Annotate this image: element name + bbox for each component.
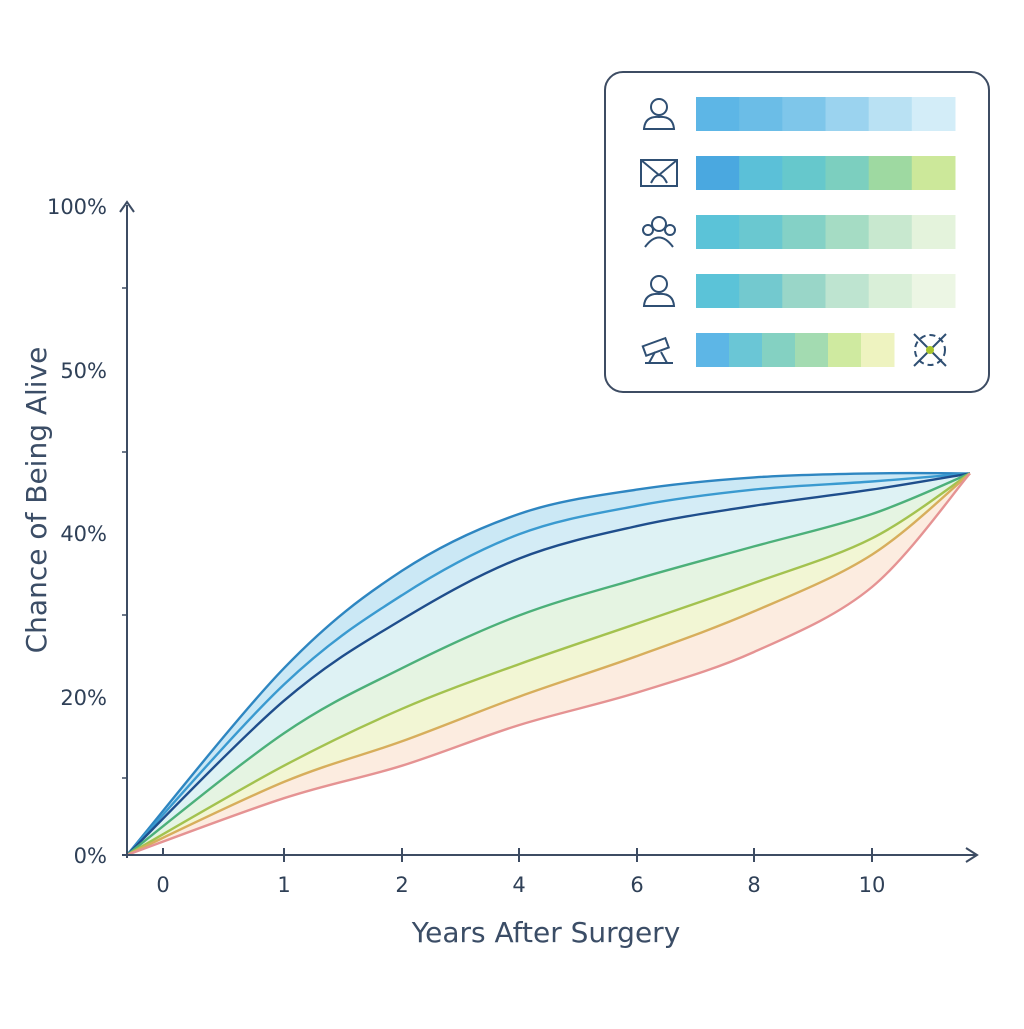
y-tick-label: 100% bbox=[47, 195, 107, 219]
legend-swatch bbox=[729, 333, 763, 367]
x-axis-title: Years After Surgery bbox=[411, 916, 681, 949]
legend-swatch bbox=[868, 215, 913, 249]
legend-swatch bbox=[739, 215, 783, 249]
legend-swatch bbox=[782, 215, 826, 249]
legend-swatch bbox=[911, 215, 956, 249]
legend-swatch bbox=[825, 97, 870, 131]
y-axis-title: Chance of Being Alive bbox=[20, 347, 53, 654]
series-line-2 bbox=[126, 472, 971, 856]
axes bbox=[119, 200, 979, 863]
legend-swatch bbox=[911, 97, 956, 131]
legend-swatch bbox=[782, 97, 826, 131]
person-icon bbox=[642, 98, 676, 130]
legend-swatch bbox=[795, 333, 829, 367]
area-band-4 bbox=[127, 473, 970, 855]
legend-swatch bbox=[696, 97, 740, 131]
legend-swatch bbox=[696, 333, 730, 367]
telescope-icon bbox=[641, 336, 673, 364]
y-tick-label: 20% bbox=[60, 686, 107, 710]
legend-row-4 bbox=[642, 274, 956, 308]
area-band-6 bbox=[127, 473, 970, 855]
y-tick-label: 0% bbox=[74, 844, 107, 868]
crosshair-icon bbox=[913, 333, 947, 367]
x-tick-label: 2 bbox=[395, 873, 408, 897]
legend-swatch bbox=[782, 156, 826, 190]
legend-swatch bbox=[782, 274, 826, 308]
x-axis-arrow-icon bbox=[965, 847, 979, 863]
band-fills bbox=[127, 473, 970, 855]
legend-swatch bbox=[696, 215, 740, 249]
legend-swatch bbox=[762, 333, 796, 367]
x-tick-label: 6 bbox=[630, 873, 643, 897]
axis-ticks: 0% 20% 40% 50% 100% 0 1 2 4 6 8 10 bbox=[47, 195, 885, 897]
legend-swatch bbox=[861, 333, 895, 367]
legend-row-1 bbox=[642, 97, 956, 131]
y-tick-label: 40% bbox=[60, 522, 107, 546]
legend-swatch bbox=[825, 156, 870, 190]
envelope-icon bbox=[640, 159, 678, 187]
series-line-7 bbox=[126, 472, 971, 857]
legend-swatch bbox=[696, 156, 740, 190]
series-line-5 bbox=[126, 472, 971, 857]
legend-swatch bbox=[868, 274, 913, 308]
legend-swatch bbox=[696, 274, 740, 308]
legend-swatch bbox=[828, 333, 862, 367]
area-band-1 bbox=[127, 473, 970, 855]
legend-swatch bbox=[868, 97, 913, 131]
legend bbox=[604, 71, 990, 393]
group-icon bbox=[642, 216, 676, 248]
x-tick-label: 1 bbox=[277, 873, 290, 897]
legend-swatch bbox=[739, 156, 783, 190]
series-line-3 bbox=[126, 472, 971, 856]
series-lines bbox=[126, 471, 971, 857]
series-line-6 bbox=[126, 472, 971, 857]
y-tick-label: 50% bbox=[60, 359, 107, 383]
legend-swatch bbox=[739, 274, 783, 308]
x-tick-label: 8 bbox=[747, 873, 760, 897]
area-band-5 bbox=[127, 473, 970, 855]
legend-row-5 bbox=[641, 333, 947, 367]
y-axis-arrow-icon bbox=[119, 200, 135, 213]
series-line-4 bbox=[126, 472, 971, 856]
legend-swatch bbox=[825, 215, 870, 249]
x-tick-label: 4 bbox=[512, 873, 525, 897]
x-tick-label: 0 bbox=[156, 873, 169, 897]
legend-row-3 bbox=[642, 215, 956, 249]
legend-row-2 bbox=[640, 156, 956, 190]
person-outline-icon bbox=[642, 275, 676, 307]
legend-swatch bbox=[911, 156, 956, 190]
legend-swatch bbox=[911, 274, 956, 308]
legend-swatch bbox=[868, 156, 913, 190]
series-line-1 bbox=[126, 471, 971, 856]
legend-swatch bbox=[739, 97, 783, 131]
x-tick-label: 10 bbox=[859, 873, 886, 897]
legend-swatch bbox=[825, 274, 870, 308]
area-band-3 bbox=[127, 473, 970, 855]
